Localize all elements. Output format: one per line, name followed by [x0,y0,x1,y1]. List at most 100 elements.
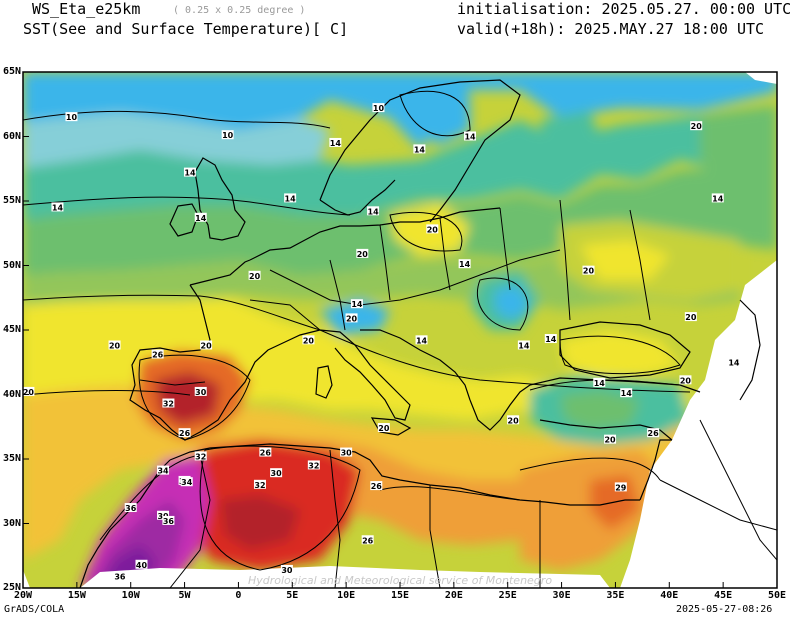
contour-label: 20 [427,225,439,234]
contour-label-bg [157,465,170,475]
contour-label: 10 [66,113,78,122]
contour-label: 20 [23,388,35,397]
contour-label: 26 [152,351,164,360]
contour-label-bg [684,312,697,322]
contour-label: 20 [201,341,213,350]
lat-tick-label: 25N [2,582,21,593]
contour-label: 20 [508,416,520,425]
contour-label: 29 [615,483,627,492]
lon-tick-label: 5W [178,590,191,601]
contour-label-bg [124,503,137,513]
contour-label-bg [711,193,724,203]
contour-label-bg [135,559,148,569]
contour-label-bg [51,202,64,212]
contour-label: 14 [464,133,476,142]
contour-label: 20 [249,272,261,281]
contour-label-bg [329,137,342,147]
valid-time: valid(+18h): 2025.MAY.27 18:00 UTC [457,20,765,38]
contour-label-bg [200,340,213,350]
lon-tick-label: 45E [714,590,733,601]
contour-label: 14 [195,214,207,223]
contour-label: 14 [414,145,426,154]
contour-label-bg [413,144,426,154]
contour-label: 36 [125,504,137,513]
contour-label-bg [178,428,191,438]
contour-label: 14 [184,169,196,178]
contour-label-bg [372,103,385,113]
contour-label-bg [108,340,121,350]
contour-label-bg [593,377,606,387]
software-credit: GrADS/COLA [4,604,65,615]
sst-field: 10 10 10 14 14 14 14 14 14 14 14 14 14 14 14 14 14 14 14 14… [23,72,777,588]
lat-tick-label: 45N [2,324,21,335]
contour-label: 26 [648,429,660,438]
contour-label-bg [464,131,477,141]
contour-label: 14 [545,335,557,344]
lon-tick-label: 40E [660,590,679,601]
contour-label: 20 [346,314,358,323]
tick-marks [22,71,778,589]
contour-label-bg [259,447,272,457]
lon-tick-label: 10E [337,590,356,601]
variable-title: SST(See and Surface Temperature)[ C] [23,20,349,38]
contour-label: 20 [685,313,697,322]
lon-tick-label: 25E [498,590,517,601]
contour-label-bg [367,206,380,216]
contour-label-bg [162,398,175,408]
contour-label-bg [647,428,660,438]
contour-label: 10 [222,131,234,140]
contour-label-bg [284,193,297,203]
resolution-note: ( 0.25 x 0.25 degree ) [173,5,306,16]
contour-label: 32 [195,452,206,461]
contour-label-bg [162,515,175,525]
contour-label-bg [377,423,390,433]
contour-label: 14 [351,300,363,309]
contour-label: 26 [371,482,383,491]
contour-label: 20 [691,122,703,131]
contour-label: 10 [373,104,385,113]
lon-tick-label: 15W [67,590,86,601]
lon-tick-label: 10W [121,590,140,601]
contour-label-bg [183,167,196,177]
contour-label: 14 [594,379,606,388]
contour-label: 14 [621,389,633,398]
contour-label-bg [614,482,627,492]
contour-label: 36 [114,572,126,581]
lon-tick-label: 20W [13,590,33,601]
contour-label: 30 [341,449,353,458]
contour-label-bg [620,388,633,398]
contour-label: 26 [179,429,191,438]
contour-label: 30 [271,469,283,478]
contour-label: 20 [604,436,616,445]
lat-tick-label: 30N [2,517,21,529]
contour-label-bg [221,130,234,140]
contour-label-bg [23,386,35,396]
contour-label: 40 [136,561,148,570]
lon-tick-label: 15E [390,590,410,601]
lat-tick-label: 35N [2,453,21,464]
lat-tick-label: 55N [2,195,21,206]
contour-label: 26 [362,536,374,545]
contour-label-bg [361,535,374,545]
lon-tick-label: 30E [552,590,571,601]
contour-labels: 10 10 10 14 14 14 14 14 14 14 14 14 14 14 14 14 14 14 14 14… [23,103,740,581]
lon-tick-label: 20E [444,590,463,601]
contour-label-bg [194,451,207,461]
contour-label-bg [280,564,293,574]
contour-label-bg [370,481,383,491]
contour-label: 14 [416,336,428,345]
contour-label-bg [690,121,703,131]
contour-label-bg [270,468,283,478]
contour-label: 14 [712,194,724,203]
contour-label-bg [582,265,595,275]
contour-label-bg [350,299,363,309]
contour-label-bg [180,477,193,487]
model-name: WS_Eta_e25km [32,0,141,18]
contour-label: 36 [163,517,175,526]
contour-label-bg [157,510,170,520]
contour-label-bg [507,415,520,425]
contour-label: 20 [109,341,121,350]
contour-label-bg [426,224,439,234]
contour-label: 14 [285,194,297,203]
